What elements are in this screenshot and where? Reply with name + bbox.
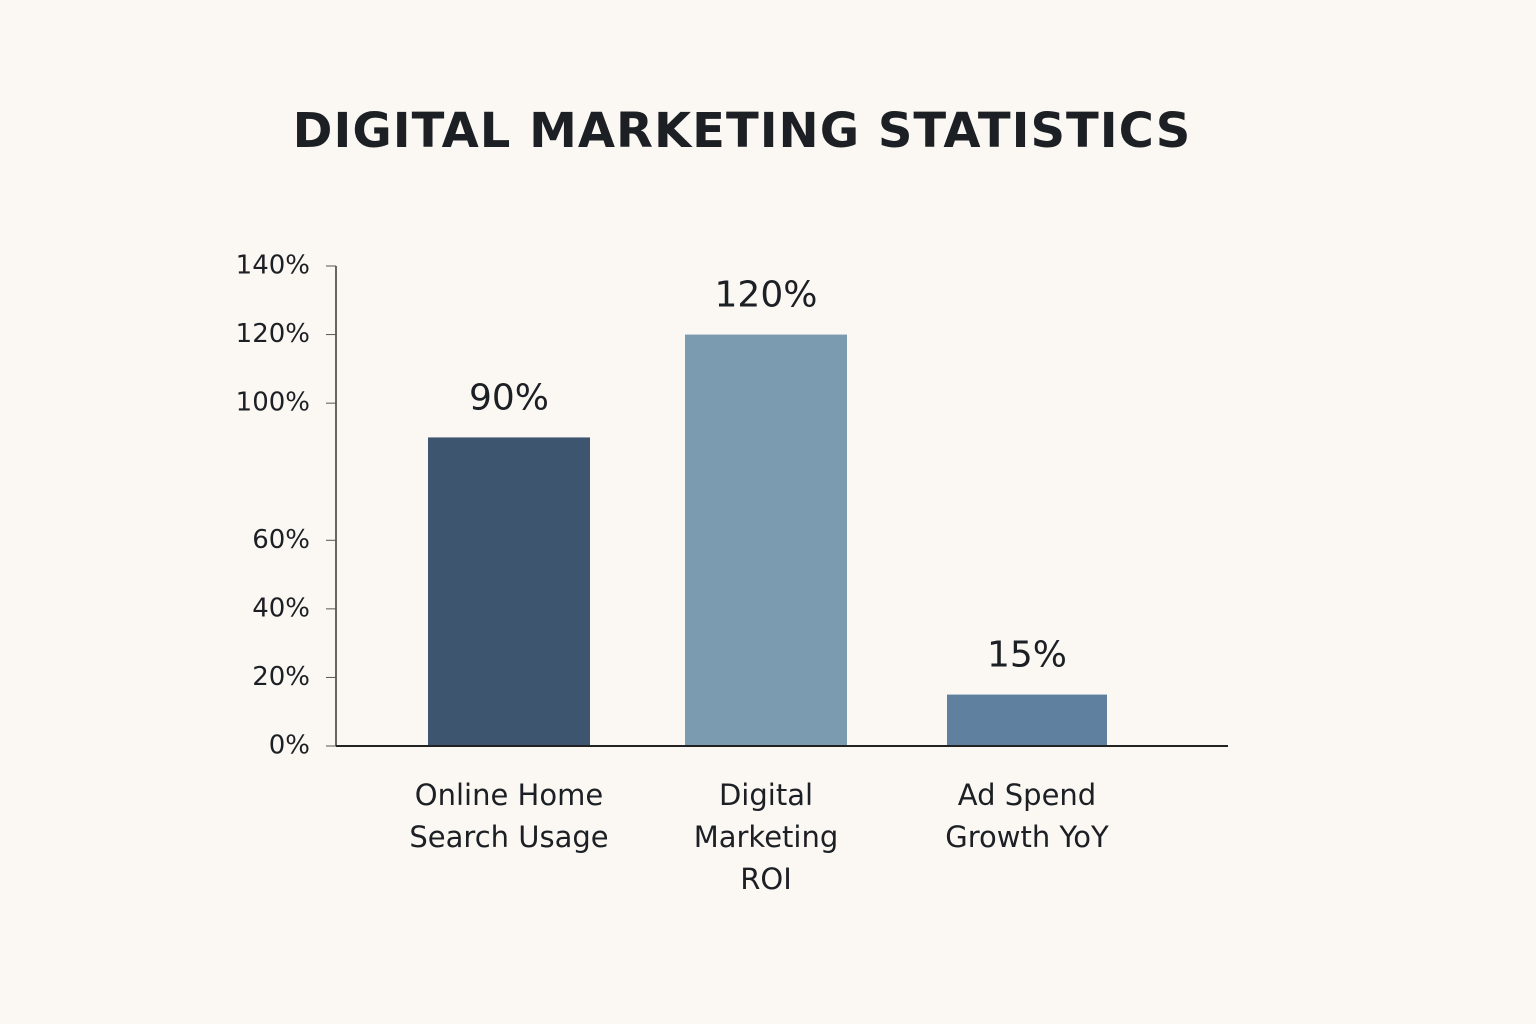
y-tick-label: 140% [236,251,310,281]
y-tick-label: 120% [236,319,310,349]
y-tick-label: 60% [252,525,310,555]
bar [428,437,590,746]
value-label: 90% [469,377,549,418]
x-tick-label: Digital Marketing ROI [693,778,839,896]
x-tick-label: Ad Spend Growth YoY [945,778,1109,854]
bar [947,694,1107,746]
bar [685,334,847,746]
chart-title: DIGITAL MARKETING STATISTICS [293,103,1192,159]
y-tick-label: 20% [252,662,310,692]
y-tick-label: 100% [236,388,310,418]
y-tick-label: 0% [269,731,310,761]
value-label: 120% [715,275,818,316]
x-tick-label: Online Home Search Usage [409,778,609,854]
value-label: 15% [987,635,1067,676]
y-tick-label: 40% [252,593,310,623]
